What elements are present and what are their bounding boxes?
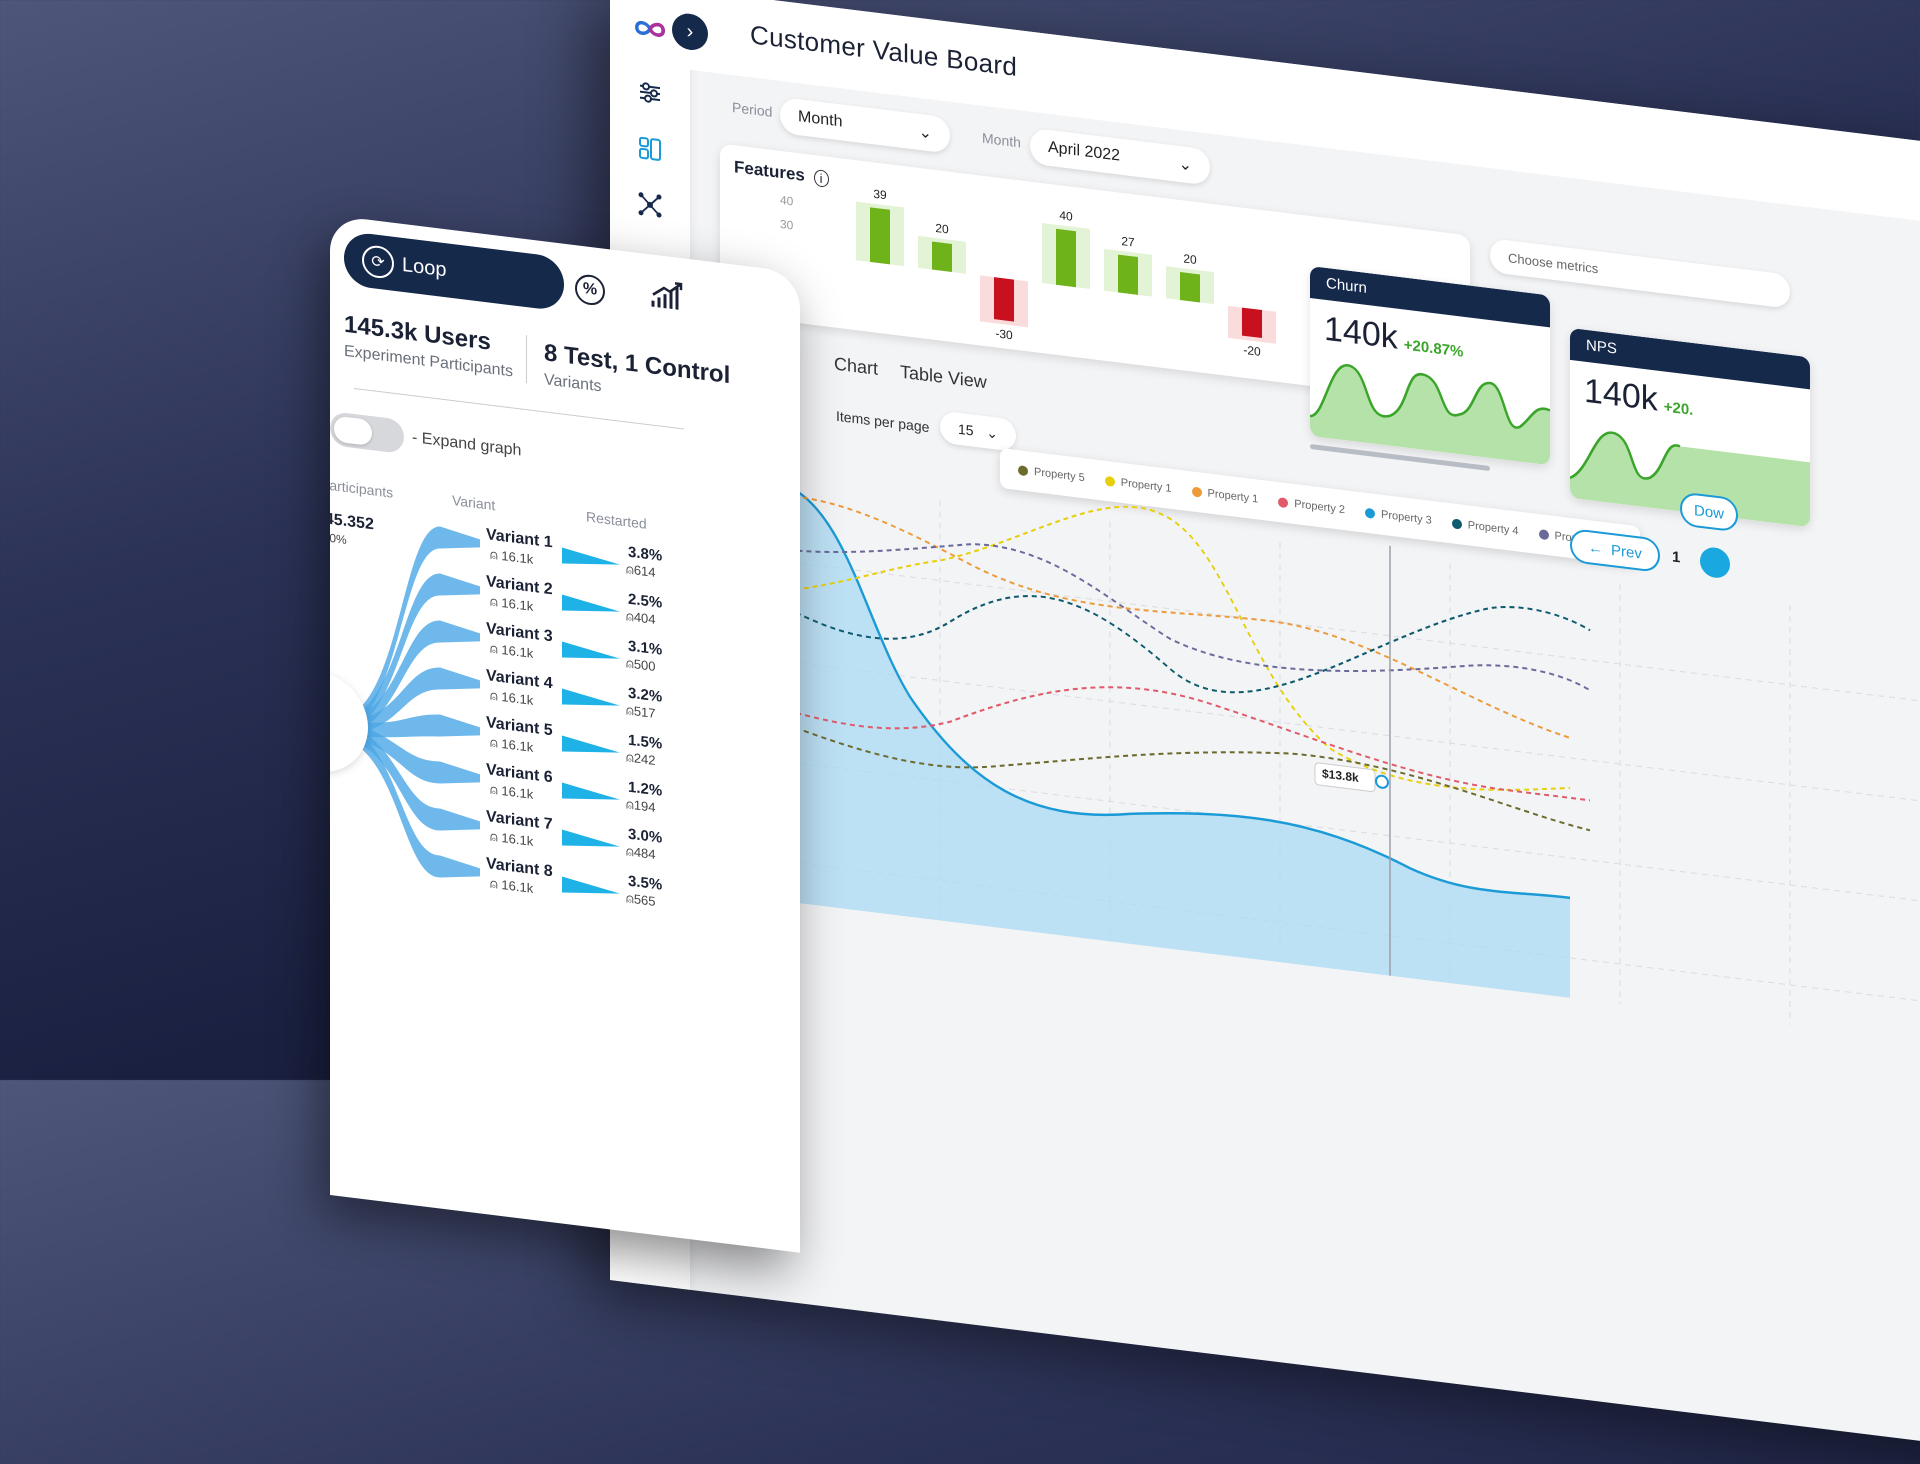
user-icon: ⍝ [626,749,634,766]
divider [354,387,684,430]
sankey-flow [330,667,480,736]
feature-bar [932,241,952,272]
restart-flow [562,594,620,612]
loop-label: Loop [402,253,447,281]
feature-bar-label: -30 [995,326,1013,342]
user-icon: ⍝ [490,687,502,705]
features-bar-chart: 39 20 -30 40 27 20 -20 [856,187,1276,359]
churn-card[interactable]: Churn 140k +20.87% [1310,265,1550,466]
loop-icon: ⟳ [362,243,394,280]
experiment-panel: ⟳ Loop % 145.3k Users Experiment Partici… [330,215,800,1253]
user-icon: ⍝ [490,734,502,752]
variants-caption: Variants [544,371,602,396]
user-icon: ⍝ [626,890,634,907]
feature-bar-label: 40 [1059,208,1073,224]
user-icon: ⍝ [626,608,634,625]
dashboard-window: › Customer Value Board Period Month ⌄ Mo… [610,0,1920,1464]
user-icon: ⍝ [490,640,502,658]
user-icon: ⍝ [490,593,502,611]
restart-flow [562,547,620,565]
feature-bar [994,277,1014,322]
feature-bar [870,207,890,265]
variant-sankey [330,526,620,894]
network-icon[interactable] [634,187,666,223]
restart-flow [562,876,620,894]
expand-graph-label: - Expand graph [412,429,522,460]
stat-divider [526,335,527,384]
properties-line-chart [689,477,1920,1025]
restart-flow [562,735,620,753]
user-icon: ⍝ [490,781,502,799]
dashboard-icon[interactable] [634,131,666,167]
feature-bar [1118,254,1138,295]
side-rail [610,0,690,1290]
user-icon: ⍝ [490,546,502,564]
restart-flow [562,782,620,800]
user-icon: ⍝ [626,843,634,860]
infinity-logo-icon [634,11,666,47]
user-icon: ⍝ [626,655,634,672]
feature-bar-label: 20 [935,221,949,237]
growth-chart-icon[interactable] [650,278,684,317]
settings-sliders-icon[interactable] [634,75,666,111]
user-icon: ⍝ [626,796,634,813]
user-icon: ⍝ [490,875,502,893]
restart-flow [562,829,620,847]
feature-bar-label: -20 [1243,343,1261,359]
restart-flow [562,688,620,706]
feature-bar [1056,228,1076,288]
nps-card[interactable]: NPS 140k +20. [1570,327,1810,528]
expand-graph-toggle[interactable] [330,411,404,455]
restart-flow [562,641,620,659]
user-icon: ⍝ [626,561,634,578]
user-icon: ⍝ [490,828,502,846]
nps-sparkline [1570,431,1810,528]
feature-bar-label: 39 [873,187,887,203]
churn-sparkline [1310,364,1550,466]
feature-bar [1180,271,1200,303]
sankey-flow [330,526,480,736]
loop-tab[interactable]: ⟳ Loop [344,230,564,312]
user-icon: ⍝ [626,702,634,719]
features-card: Features i 40 30 39 20 -30 40 27 20 -20 [720,143,1470,406]
percent-icon[interactable]: % [575,273,605,307]
feature-bar [1242,307,1262,339]
feature-bar-label: 27 [1121,234,1135,250]
feature-bar-label: 20 [1183,251,1197,267]
